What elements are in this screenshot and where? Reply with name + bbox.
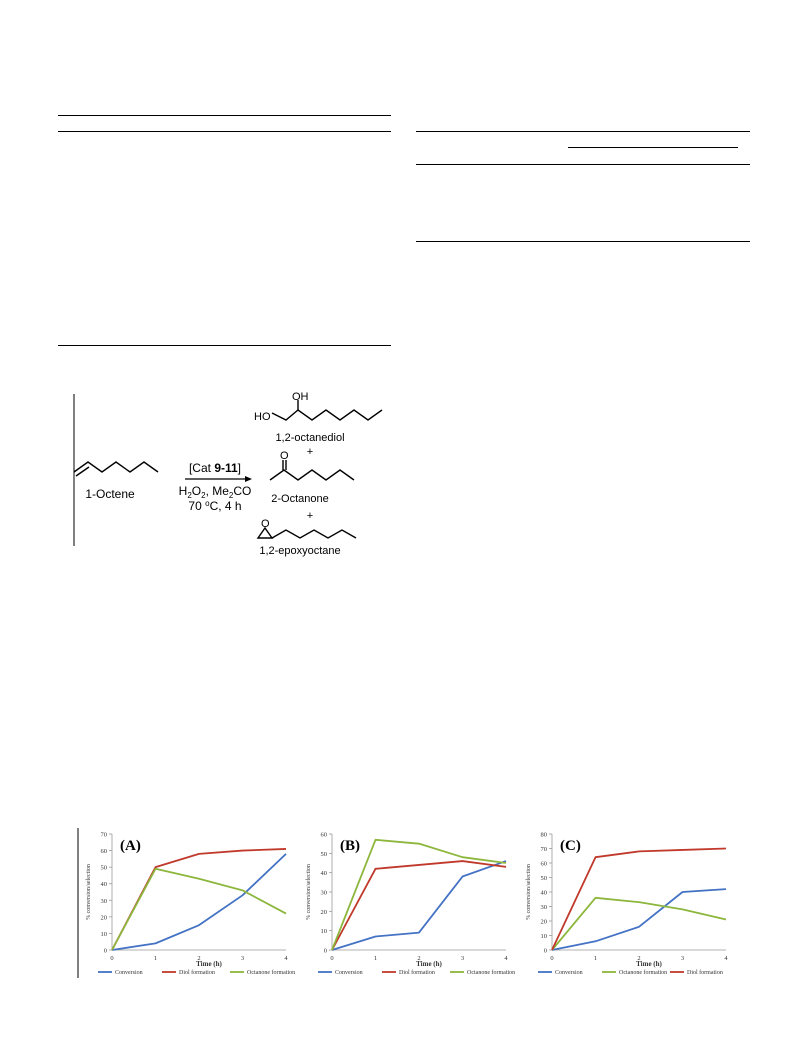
- panel-label: (A): [120, 838, 141, 854]
- x-tick-label: 2: [417, 955, 420, 962]
- y-tick-label: 0: [104, 948, 107, 955]
- y-tick-label: 80: [541, 832, 548, 839]
- y-tick-label: 0: [324, 948, 327, 955]
- y-tick-label: 60: [101, 848, 108, 855]
- product-epoxide-label: 1,2-epoxyoctane: [259, 545, 340, 557]
- y-tick-label: 40: [101, 881, 108, 888]
- x-tick-label: 2: [197, 955, 200, 962]
- ho-label: HO: [254, 411, 271, 423]
- x-tick-label: 3: [241, 955, 244, 962]
- reaction-scheme: 1-Octene [Cat 9-11] H2O2, Me2CO 70 oC, 4…: [73, 391, 383, 557]
- catalyst-label: [Cat 9-11]: [189, 461, 241, 475]
- series-line-octanone-formation: [331, 838, 507, 951]
- y-tick-label: 40: [541, 890, 548, 897]
- series-line-octanone-formation: [551, 896, 727, 951]
- y-axis-label: % conversion/selection: [526, 864, 532, 920]
- octene-structure: [73, 461, 159, 477]
- y-tick-label: 10: [541, 933, 548, 940]
- y-axis-label: % conversion/selection: [306, 864, 312, 920]
- oh-label: OH: [292, 391, 309, 403]
- x-tick-label: 1: [594, 955, 597, 962]
- y-tick-label: 70: [101, 832, 108, 839]
- y-tick-label: 20: [541, 919, 548, 926]
- table2-span-rule: [568, 147, 738, 148]
- x-axis-label: Time (h): [416, 960, 442, 968]
- chart-a: 0 10 20 30 40 50 60 70 0 1 2 3 4 Time (h) % conversion…: [77, 828, 295, 978]
- x-tick-label: 3: [461, 955, 464, 962]
- product-octanone-label: 2-Octanone: [271, 493, 328, 505]
- series-line-conversion: [551, 888, 727, 951]
- y-tick-label: 30: [541, 904, 548, 911]
- chart-c: 0 10 20 30 40 50 60 70 80 0 1 2 3 4 Time (h) % conversi…: [526, 832, 728, 977]
- x-tick-label: 4: [284, 955, 288, 962]
- legend-label: Octanone formation: [247, 969, 295, 976]
- series-line-diol-formation: [551, 847, 727, 951]
- legend-label: Diol formation: [179, 969, 215, 976]
- y-tick-label: 40: [321, 870, 328, 877]
- table1-header-rule: [58, 131, 391, 132]
- y-axis-label: % conversion/selection: [86, 864, 92, 920]
- series-line-conversion: [331, 860, 507, 951]
- legend-label: Diol formation: [687, 969, 723, 976]
- chart-b: 0 10 20 30 40 50 60 0 1 2 3 4 Time (h) % conversion/s…: [306, 832, 515, 977]
- table2-top-rule: [416, 131, 750, 132]
- x-tick-label: 4: [724, 955, 728, 962]
- y-tick-label: 60: [541, 861, 548, 868]
- product-diol-label: 1,2-octanediol: [275, 432, 344, 444]
- y-tick-label: 20: [101, 914, 108, 921]
- series-line-diol-formation: [331, 860, 507, 951]
- series-line-octanone-formation: [111, 867, 287, 951]
- y-tick-label: 70: [541, 846, 548, 853]
- y-tick-label: 30: [101, 898, 108, 905]
- legend-label: Octanone formation: [619, 969, 667, 976]
- table1-bottom-rule: [58, 345, 391, 346]
- octanediol-structure: [271, 400, 383, 421]
- x-tick-label: 4: [504, 955, 508, 962]
- x-axis-label: Time (h): [196, 960, 222, 968]
- y-tick-label: 50: [321, 851, 328, 858]
- arrow-head: [245, 476, 252, 482]
- y-tick-label: 10: [101, 931, 108, 938]
- plus-1: +: [307, 446, 313, 458]
- x-tick-label: 1: [154, 955, 157, 962]
- plus-2: +: [307, 510, 313, 522]
- y-tick-label: 50: [541, 875, 548, 882]
- y-tick-label: 60: [321, 832, 328, 839]
- panel-label: (B): [340, 838, 360, 854]
- x-tick-label: 0: [550, 955, 553, 962]
- legend-label: Diol formation: [399, 969, 435, 976]
- conditions-line1: H2O2, Me2CO: [179, 484, 252, 500]
- conditions-line2: 70 oC, 4 h: [188, 499, 241, 513]
- y-tick-label: 10: [321, 928, 328, 935]
- panel-label: (C): [560, 838, 581, 854]
- reactant-label: 1-Octene: [85, 487, 135, 501]
- ketone-o-label: O: [280, 450, 289, 462]
- x-tick-label: 0: [110, 955, 113, 962]
- legend-label: Conversion: [555, 970, 583, 976]
- y-tick-label: 30: [321, 890, 328, 897]
- legend-label: Octanone formation: [467, 969, 515, 976]
- y-tick-label: 20: [321, 909, 328, 916]
- y-tick-label: 50: [101, 865, 108, 872]
- table1-top-rule: [58, 115, 391, 116]
- y-tick-label: 0: [544, 948, 547, 955]
- table2-bottom-rule: [416, 241, 750, 242]
- x-tick-label: 1: [374, 955, 377, 962]
- epoxyoctane-structure: [256, 526, 357, 539]
- legend-label: Conversion: [335, 970, 363, 976]
- x-tick-label: 0: [330, 955, 333, 962]
- x-tick-label: 2: [637, 955, 640, 962]
- table2-header-rule: [416, 164, 750, 165]
- legend-label: Conversion: [115, 970, 143, 976]
- x-axis-label: Time (h): [636, 960, 662, 968]
- series-line-conversion: [111, 853, 287, 951]
- x-tick-label: 3: [681, 955, 684, 962]
- octanone-structure: [269, 460, 355, 481]
- epoxide-o-label: O: [261, 518, 270, 530]
